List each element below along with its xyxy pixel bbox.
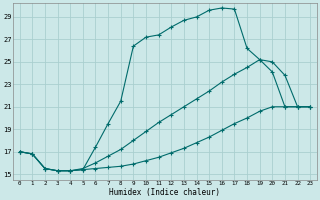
X-axis label: Humidex (Indice chaleur): Humidex (Indice chaleur): [109, 188, 220, 197]
